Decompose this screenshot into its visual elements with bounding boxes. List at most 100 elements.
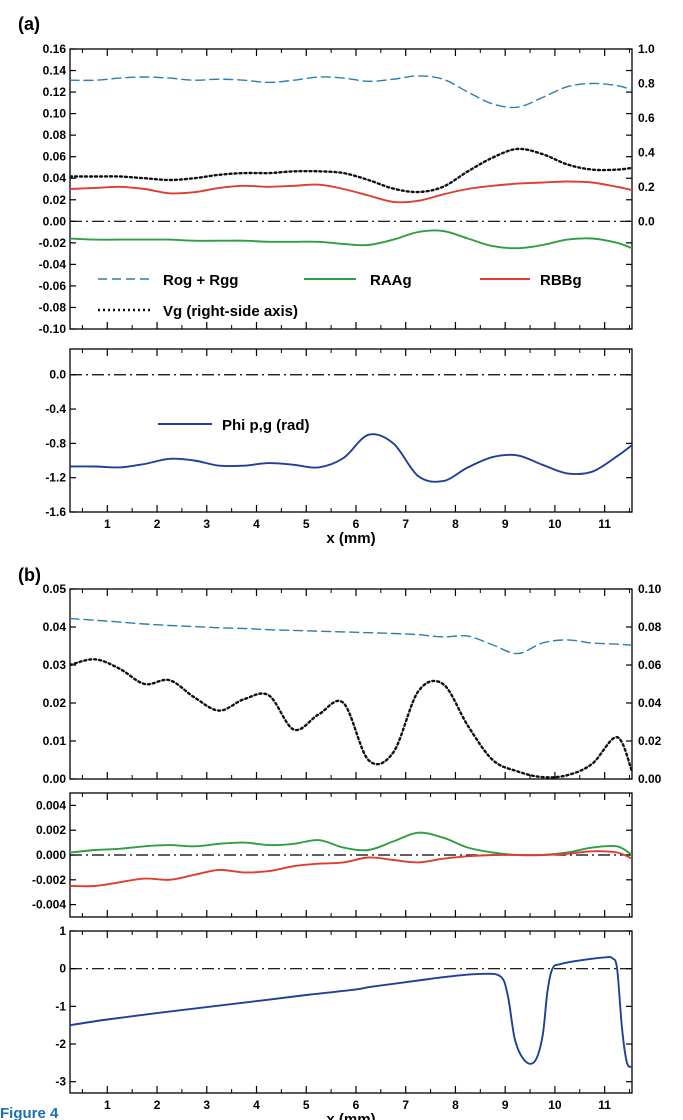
plot-panel-b2: 0.004 0.002 0.000 -0.002 -0.004 [32,792,633,918]
y-tick-label: -1.6 [45,505,66,519]
y-tick-label: -1 [55,999,66,1013]
x-tick-label: 9 [502,517,509,531]
y2-tick-label: 0.2 [638,180,655,194]
y-tick-label: 0.00 [43,772,67,786]
x-tick-label: 7 [402,517,409,531]
y-tick-label: -0.004 [32,898,66,912]
x-tick-label: 2 [154,1098,161,1112]
plot-frame [69,930,633,1094]
x-tick-label: 1 [104,1098,111,1112]
y-tick-label: 0.000 [36,848,66,862]
y-tick-label: -0.002 [32,873,66,887]
x-tick-label: 6 [353,1098,360,1112]
x-tick-label: 11 [598,517,611,531]
legend-a1: Rog + Rgg RAAg RBBg Vg (right-side axis) [98,272,582,320]
y-tick-label: 0.04 [43,171,67,185]
series-line-raag [70,831,632,857]
x-tick-label: 3 [203,1098,210,1112]
x-tick-label: 5 [303,1098,310,1112]
legend-label-raag: RAAg [370,272,412,289]
legend-label-rbbg: RBBg [540,272,582,289]
y-tick-label: 0.00 [43,214,67,228]
y-tick-label: 0.04 [43,620,67,634]
series-line-rog-rgg [70,617,632,655]
y-tick-label: 0.03 [43,658,67,672]
x-tick-label: 10 [548,1098,562,1112]
y-tick-label: 0.0 [49,368,66,382]
x-tick-label: 8 [452,517,459,531]
y-tick-label: 1 [59,924,66,938]
x-tick-label: 8 [452,1098,459,1112]
y-tick-label: 0.05 [43,582,67,596]
y-tick-label: -0.06 [39,279,67,293]
plot-panel-b1: 0.05 0.04 0.03 0.02 0.01 0.00 0.10 0.08 0.06 0.04… [43,582,662,786]
series-line-phi-p-g-rad [70,955,632,1068]
legend-a2: Phi p,g (rad) [158,417,310,434]
plot-panel-a1: 0.16 0.14 0.12 0.10 0.08 0.06 0.04 0.02 0.00 -0.0… [39,42,655,336]
y-tick-label: -2 [55,1037,66,1051]
y-tick-label: -0.4 [45,402,66,416]
y-tick-label: 0.01 [43,734,67,748]
series-line-phi-p-g-rad [70,433,632,483]
x-tick-label: 5 [303,517,310,531]
figure-caption-fragment: Figure 4 [0,1105,59,1120]
y-tick-label: 0.02 [43,696,67,710]
x-tick-label: 4 [253,1098,260,1112]
y2-tick-label: 0.6 [638,111,655,125]
y-tick-label: 0.002 [36,823,66,837]
y-tick-label: -3 [55,1075,66,1089]
y-tick-label: 0.004 [36,798,66,812]
y-tick-label: -1.2 [45,471,66,485]
legend-label-vg: Vg (right-side axis) [163,303,298,320]
y2-tick-label: 0.06 [638,658,662,672]
y-tick-label: 0.14 [43,64,67,78]
y-tick-label: 0.06 [43,150,67,164]
x-tick-label: 11 [598,1098,611,1112]
y2-tick-label: 0.04 [638,696,662,710]
x-tick-label: 9 [502,1098,509,1112]
plot-panel-a2: 0.0 -0.4 -0.8 -1.2 -1.6 1 2 3 4 5 6 7 8 9 10 11 x (mm) [45,348,633,547]
y-tick-label: 0 [59,962,66,976]
y-tick-label: 0.10 [43,107,67,121]
y-tick-label: 0.08 [43,128,67,142]
x-tick-label: 1 [104,517,111,531]
y-tick-label: -0.02 [39,236,67,250]
y-tick-label: 0.02 [43,193,67,207]
x-axis-label: x (mm) [326,1111,375,1120]
series-line-rbbg [70,180,632,204]
y2-tick-label: 0.0 [638,214,655,228]
y2-tick-label: 0.02 [638,734,662,748]
plot-frame [69,588,633,780]
series-line-vg-right-side-axis [70,658,632,779]
series-line-raag [70,229,632,250]
plot-panel-b3: 10-1-2-31 2 3 4 5 6 7 8 9 10 11x (mm) [55,924,633,1120]
y2-tick-label: 0.4 [638,145,655,159]
y2-tick-label: 0.00 [638,772,662,786]
y-tick-label: 0.16 [43,42,67,56]
y2-tick-label: 0.8 [638,76,655,90]
y-tick-label: -0.8 [45,436,66,450]
series-line-rog-rgg [70,75,632,109]
x-tick-label: 6 [353,517,360,531]
series-line-rbbg [70,850,632,888]
x-tick-label: 3 [203,517,210,531]
y-tick-label: -0.08 [39,300,67,314]
x-tick-label: 2 [154,517,161,531]
panel-a-label: (a) [18,14,40,34]
y-tick-label: -0.10 [39,322,67,336]
y2-tick-label: 0.10 [638,582,662,596]
y-tick-label: 0.12 [43,85,67,99]
y2-tick-label: 1.0 [638,42,655,56]
y-tick-label: -0.04 [39,257,67,271]
series-line-vg-right-side-axis [70,147,632,194]
panel-b-label: (b) [18,565,41,585]
y2-tick-label: 0.08 [638,620,662,634]
legend-label-phi: Phi p,g (rad) [222,417,310,434]
x-tick-label: 4 [253,517,260,531]
legend-label-rog-rgg: Rog + Rgg [163,272,238,289]
x-axis-label: x (mm) [326,530,375,547]
x-tick-label: 7 [402,1098,409,1112]
plot-frame [69,348,633,513]
x-tick-label: 10 [548,517,562,531]
